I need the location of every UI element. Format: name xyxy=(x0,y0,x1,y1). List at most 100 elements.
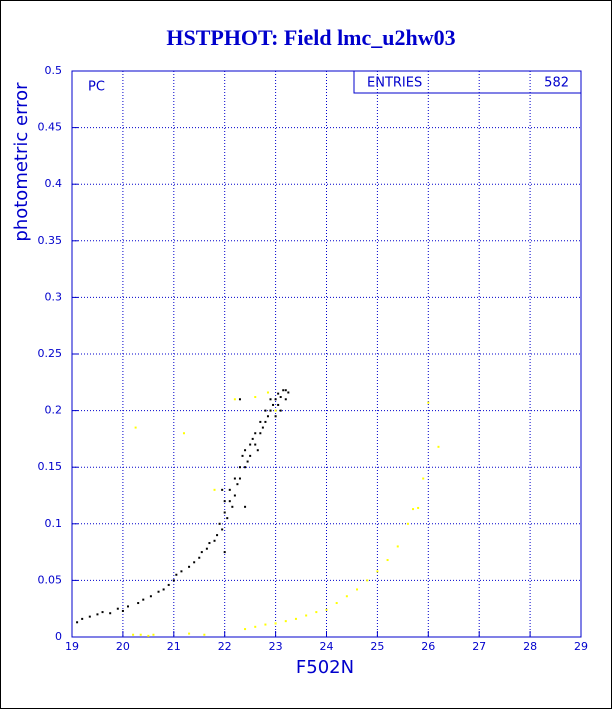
point xyxy=(175,573,178,576)
x-axis-label: F502N xyxy=(296,657,354,678)
stats-value: 582 xyxy=(544,76,569,91)
x-tick-label: 23 xyxy=(269,640,283,653)
x-tick-label: 26 xyxy=(421,640,435,653)
point xyxy=(366,579,369,582)
point xyxy=(126,605,129,608)
point xyxy=(259,420,262,423)
point xyxy=(223,500,226,503)
point xyxy=(188,632,191,635)
point xyxy=(142,598,145,601)
point xyxy=(294,617,297,620)
point xyxy=(139,633,142,636)
point xyxy=(325,608,328,611)
point xyxy=(274,398,277,401)
point xyxy=(376,570,379,573)
point xyxy=(422,477,425,480)
point xyxy=(228,488,231,491)
point xyxy=(221,488,224,491)
point xyxy=(193,561,196,564)
point xyxy=(396,545,399,548)
point xyxy=(277,403,280,406)
point xyxy=(279,396,282,399)
point xyxy=(147,634,150,637)
y-tick-label: 0.2 xyxy=(45,404,63,417)
point xyxy=(81,617,84,620)
point xyxy=(284,398,287,401)
point xyxy=(345,595,348,598)
point xyxy=(231,505,234,508)
point xyxy=(228,500,231,503)
y-tick-label: 0.45 xyxy=(38,121,63,134)
point xyxy=(335,602,338,605)
point xyxy=(172,579,175,582)
point xyxy=(208,542,211,545)
point xyxy=(88,615,91,618)
point xyxy=(254,443,257,446)
point xyxy=(279,409,282,412)
point xyxy=(274,409,277,412)
point xyxy=(266,415,269,418)
point xyxy=(259,432,262,435)
point xyxy=(238,477,241,480)
y-tick-label: 0.35 xyxy=(38,234,63,247)
x-tick-label: 19 xyxy=(65,640,79,653)
point xyxy=(264,409,267,412)
point xyxy=(284,389,287,392)
point xyxy=(264,420,267,423)
point xyxy=(76,621,79,624)
point xyxy=(216,534,219,537)
point xyxy=(249,443,252,446)
x-tick-label: 20 xyxy=(116,640,130,653)
point xyxy=(264,623,267,626)
point xyxy=(244,466,247,469)
point xyxy=(233,398,236,401)
point xyxy=(137,602,140,605)
y-axis-label: photometric error xyxy=(11,82,32,242)
point xyxy=(162,588,165,591)
annotation: PC xyxy=(88,80,105,95)
plot-frame xyxy=(71,70,582,638)
point xyxy=(315,611,318,614)
y-tick-label: 0.4 xyxy=(45,177,63,190)
point xyxy=(226,517,229,520)
point xyxy=(254,625,257,628)
chart-title: HSTPHOT: Field lmc_u2hw03 xyxy=(166,25,455,50)
x-tick-label: 29 xyxy=(574,640,588,653)
point xyxy=(417,506,420,509)
stats-label: ENTRIES xyxy=(367,76,422,91)
y-tick-label: 0.15 xyxy=(38,460,63,473)
point xyxy=(109,612,112,615)
point xyxy=(238,398,241,401)
x-tick-label: 27 xyxy=(472,640,486,653)
point xyxy=(121,609,124,612)
point xyxy=(277,392,280,395)
point xyxy=(427,401,430,404)
point xyxy=(236,483,239,486)
y-tick-label: 0.1 xyxy=(45,517,63,530)
x-tick-label: 22 xyxy=(218,640,232,653)
x-tick-label: 24 xyxy=(320,640,334,653)
point xyxy=(244,449,247,452)
point xyxy=(274,415,277,418)
point xyxy=(241,454,244,457)
y-tick-label: 0.5 xyxy=(45,64,63,77)
point xyxy=(437,445,440,448)
point xyxy=(254,432,257,435)
point xyxy=(284,620,287,623)
x-tick-label: 28 xyxy=(523,640,537,653)
point xyxy=(198,556,201,559)
point xyxy=(266,391,269,394)
point xyxy=(223,551,226,554)
point xyxy=(203,633,206,636)
point xyxy=(272,403,275,406)
point xyxy=(213,488,216,491)
y-tick-label: 0.3 xyxy=(45,290,63,303)
point xyxy=(152,633,155,636)
point xyxy=(269,398,272,401)
point xyxy=(182,432,185,435)
point xyxy=(261,426,264,429)
point xyxy=(233,477,236,480)
point xyxy=(134,426,137,429)
point xyxy=(412,508,415,511)
point xyxy=(205,547,208,550)
